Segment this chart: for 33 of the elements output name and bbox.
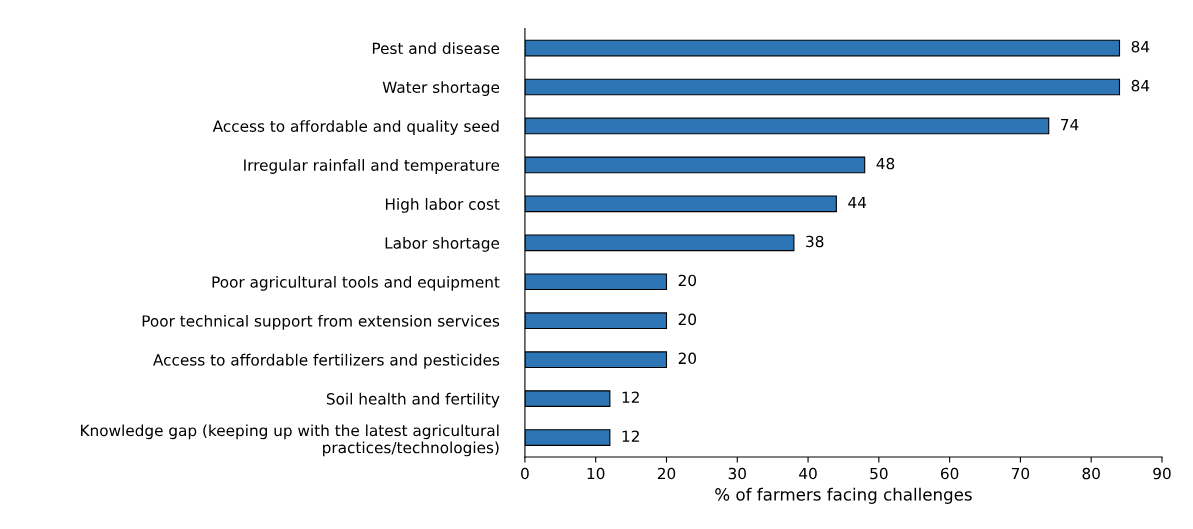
data-label: 20 <box>678 274 697 287</box>
data-label: 12 <box>622 391 639 403</box>
x-tick-label: 90 <box>1153 467 1171 480</box>
y-tick-label: High labor cost <box>385 198 500 213</box>
data-label: 38 <box>806 235 824 248</box>
data-label: 74 <box>1061 119 1079 131</box>
data-label: 44 <box>848 196 867 209</box>
x-axis-title: % of farmers facing challenges <box>715 487 972 504</box>
y-tick-label: Labor shortage <box>385 237 500 252</box>
y-tick-label: Water shortage <box>382 81 500 96</box>
x-tick-label: 30 <box>728 467 746 480</box>
y-tick-label: Access to affordable fertilizers and pesticides <box>153 353 500 369</box>
data-label: 20 <box>678 313 697 326</box>
y-tick-label: Soil health and fertility <box>326 392 500 408</box>
data-label: 84 <box>1131 40 1150 53</box>
y-tick-label: Poor agricultural tools and equipment <box>212 275 500 291</box>
y-tick-label: Access to affordable and quality seed <box>212 120 499 135</box>
data-label: 20 <box>678 352 697 365</box>
y-tick-label: Irregular rainfall and temperature <box>244 159 500 174</box>
y-tick-label: Pest and disease <box>372 42 500 55</box>
x-tick-label: 60 <box>940 467 959 480</box>
data-label: 84 <box>1131 79 1150 92</box>
x-tick-label: 50 <box>870 467 888 480</box>
x-tick-label: 40 <box>799 467 817 480</box>
x-tick-label: 70 <box>1011 467 1030 480</box>
x-tick-label: 80 <box>1082 467 1100 480</box>
x-tick-label: 0 <box>521 467 529 480</box>
x-tick-label: 10 <box>587 467 605 480</box>
data-label: 48 <box>876 157 895 170</box>
data-label: 12 <box>622 430 639 442</box>
x-tick-label: 20 <box>657 467 676 480</box>
y-tick-label: Poor technical support from extension services <box>142 314 500 330</box>
y-tick-label: Knowledge gap (keeping up with the latest agricultural practices/technologies) <box>81 424 499 457</box>
